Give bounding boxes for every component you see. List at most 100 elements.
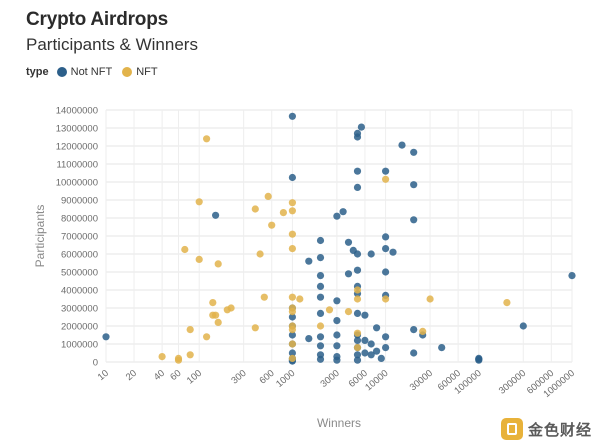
point-not-nft[interactable] bbox=[373, 347, 381, 355]
point-not-nft[interactable] bbox=[333, 331, 341, 339]
point-not-nft[interactable] bbox=[333, 297, 341, 305]
point-not-nft[interactable] bbox=[353, 167, 362, 175]
point-not-nft[interactable] bbox=[305, 257, 313, 265]
point-nft[interactable] bbox=[316, 322, 325, 330]
point-nft[interactable] bbox=[288, 354, 296, 362]
point-nft[interactable] bbox=[288, 340, 296, 348]
point-not-nft[interactable] bbox=[353, 133, 362, 141]
point-not-nft[interactable] bbox=[353, 250, 362, 258]
point-not-nft[interactable] bbox=[316, 282, 325, 290]
point-not-nft[interactable] bbox=[410, 349, 418, 357]
point-not-nft[interactable] bbox=[367, 351, 375, 359]
point-nft[interactable] bbox=[296, 295, 304, 303]
point-not-nft[interactable] bbox=[367, 340, 375, 348]
point-not-nft[interactable] bbox=[333, 317, 341, 325]
point-nft[interactable] bbox=[174, 354, 183, 362]
point-nft[interactable] bbox=[268, 221, 276, 229]
point-nft[interactable] bbox=[195, 198, 203, 206]
point-not-nft[interactable] bbox=[316, 293, 325, 301]
point-nft[interactable] bbox=[288, 199, 296, 207]
point-not-nft[interactable] bbox=[316, 254, 325, 262]
legend-item-nft[interactable]: NFT bbox=[122, 66, 158, 78]
point-nft[interactable] bbox=[214, 318, 222, 326]
point-not-nft[interactable] bbox=[316, 309, 325, 317]
point-nft[interactable] bbox=[353, 344, 362, 352]
point-not-nft[interactable] bbox=[305, 335, 313, 343]
point-not-nft[interactable] bbox=[316, 355, 325, 363]
point-not-nft[interactable] bbox=[410, 148, 418, 156]
legend-item-not-nft[interactable]: Not NFT bbox=[56, 66, 112, 78]
point-nft[interactable] bbox=[279, 209, 287, 217]
point-not-nft[interactable] bbox=[339, 208, 347, 216]
point-nft[interactable] bbox=[186, 326, 194, 334]
point-nft[interactable] bbox=[288, 245, 296, 253]
point-not-nft[interactable] bbox=[361, 349, 369, 357]
point-not-nft[interactable] bbox=[519, 322, 527, 330]
point-not-nft[interactable] bbox=[382, 245, 390, 253]
point-not-nft[interactable] bbox=[382, 344, 390, 352]
point-not-nft[interactable] bbox=[438, 344, 446, 352]
point-not-nft[interactable] bbox=[382, 333, 390, 341]
point-not-nft[interactable] bbox=[288, 313, 296, 321]
point-nft[interactable] bbox=[256, 250, 264, 258]
point-nft[interactable] bbox=[419, 327, 427, 335]
point-not-nft[interactable] bbox=[353, 183, 362, 191]
point-not-nft[interactable] bbox=[398, 141, 406, 149]
point-not-nft[interactable] bbox=[288, 173, 296, 182]
point-nft[interactable] bbox=[251, 324, 259, 332]
point-not-nft[interactable] bbox=[373, 324, 381, 332]
point-not-nft[interactable] bbox=[344, 270, 353, 278]
point-not-nft[interactable] bbox=[357, 123, 365, 131]
point-not-nft[interactable] bbox=[361, 336, 369, 344]
point-not-nft[interactable] bbox=[288, 349, 296, 357]
point-nft[interactable] bbox=[209, 299, 217, 307]
point-not-nft[interactable] bbox=[410, 326, 418, 334]
point-not-nft[interactable] bbox=[361, 311, 369, 319]
point-nft[interactable] bbox=[251, 205, 259, 213]
point-not-nft[interactable] bbox=[333, 342, 341, 350]
point-nft[interactable] bbox=[426, 295, 434, 303]
point-not-nft[interactable] bbox=[377, 354, 385, 362]
point-nft[interactable] bbox=[203, 135, 211, 143]
point-not-nft[interactable] bbox=[344, 238, 353, 246]
point-nft[interactable] bbox=[264, 192, 272, 200]
point-nft[interactable] bbox=[288, 230, 296, 238]
point-nft[interactable] bbox=[203, 333, 211, 341]
point-not-nft[interactable] bbox=[475, 356, 483, 364]
point-not-nft[interactable] bbox=[382, 167, 390, 175]
point-not-nft[interactable] bbox=[410, 216, 418, 224]
point-not-nft[interactable] bbox=[389, 248, 397, 256]
point-nft[interactable] bbox=[288, 293, 296, 301]
point-not-nft[interactable] bbox=[316, 236, 325, 245]
point-nft[interactable] bbox=[158, 353, 166, 361]
point-nft[interactable] bbox=[186, 351, 194, 359]
point-nft[interactable] bbox=[503, 299, 511, 307]
point-not-nft[interactable] bbox=[316, 272, 325, 280]
point-not-nft[interactable] bbox=[353, 336, 362, 344]
point-not-nft[interactable] bbox=[288, 112, 296, 120]
point-not-nft[interactable] bbox=[353, 351, 362, 359]
point-not-nft[interactable] bbox=[333, 212, 341, 220]
point-not-nft[interactable] bbox=[382, 268, 390, 276]
point-not-nft[interactable] bbox=[316, 333, 325, 341]
point-not-nft[interactable] bbox=[212, 211, 220, 219]
point-nft[interactable] bbox=[353, 295, 362, 303]
point-nft[interactable] bbox=[353, 286, 362, 294]
point-nft[interactable] bbox=[181, 245, 189, 254]
point-nft[interactable] bbox=[353, 329, 362, 337]
point-nft[interactable] bbox=[288, 326, 296, 334]
point-not-nft[interactable] bbox=[288, 331, 296, 339]
point-not-nft[interactable] bbox=[316, 342, 325, 350]
point-not-nft[interactable] bbox=[353, 266, 362, 274]
point-nft[interactable] bbox=[288, 308, 296, 316]
point-nft[interactable] bbox=[344, 308, 353, 316]
point-not-nft[interactable] bbox=[333, 356, 341, 364]
point-nft[interactable] bbox=[325, 306, 334, 314]
point-nft[interactable] bbox=[195, 255, 203, 263]
point-nft[interactable] bbox=[214, 260, 222, 268]
point-nft[interactable] bbox=[288, 207, 296, 215]
point-not-nft[interactable] bbox=[382, 233, 390, 241]
point-not-nft[interactable] bbox=[410, 181, 418, 189]
point-nft[interactable] bbox=[212, 311, 220, 319]
point-nft[interactable] bbox=[382, 175, 390, 183]
